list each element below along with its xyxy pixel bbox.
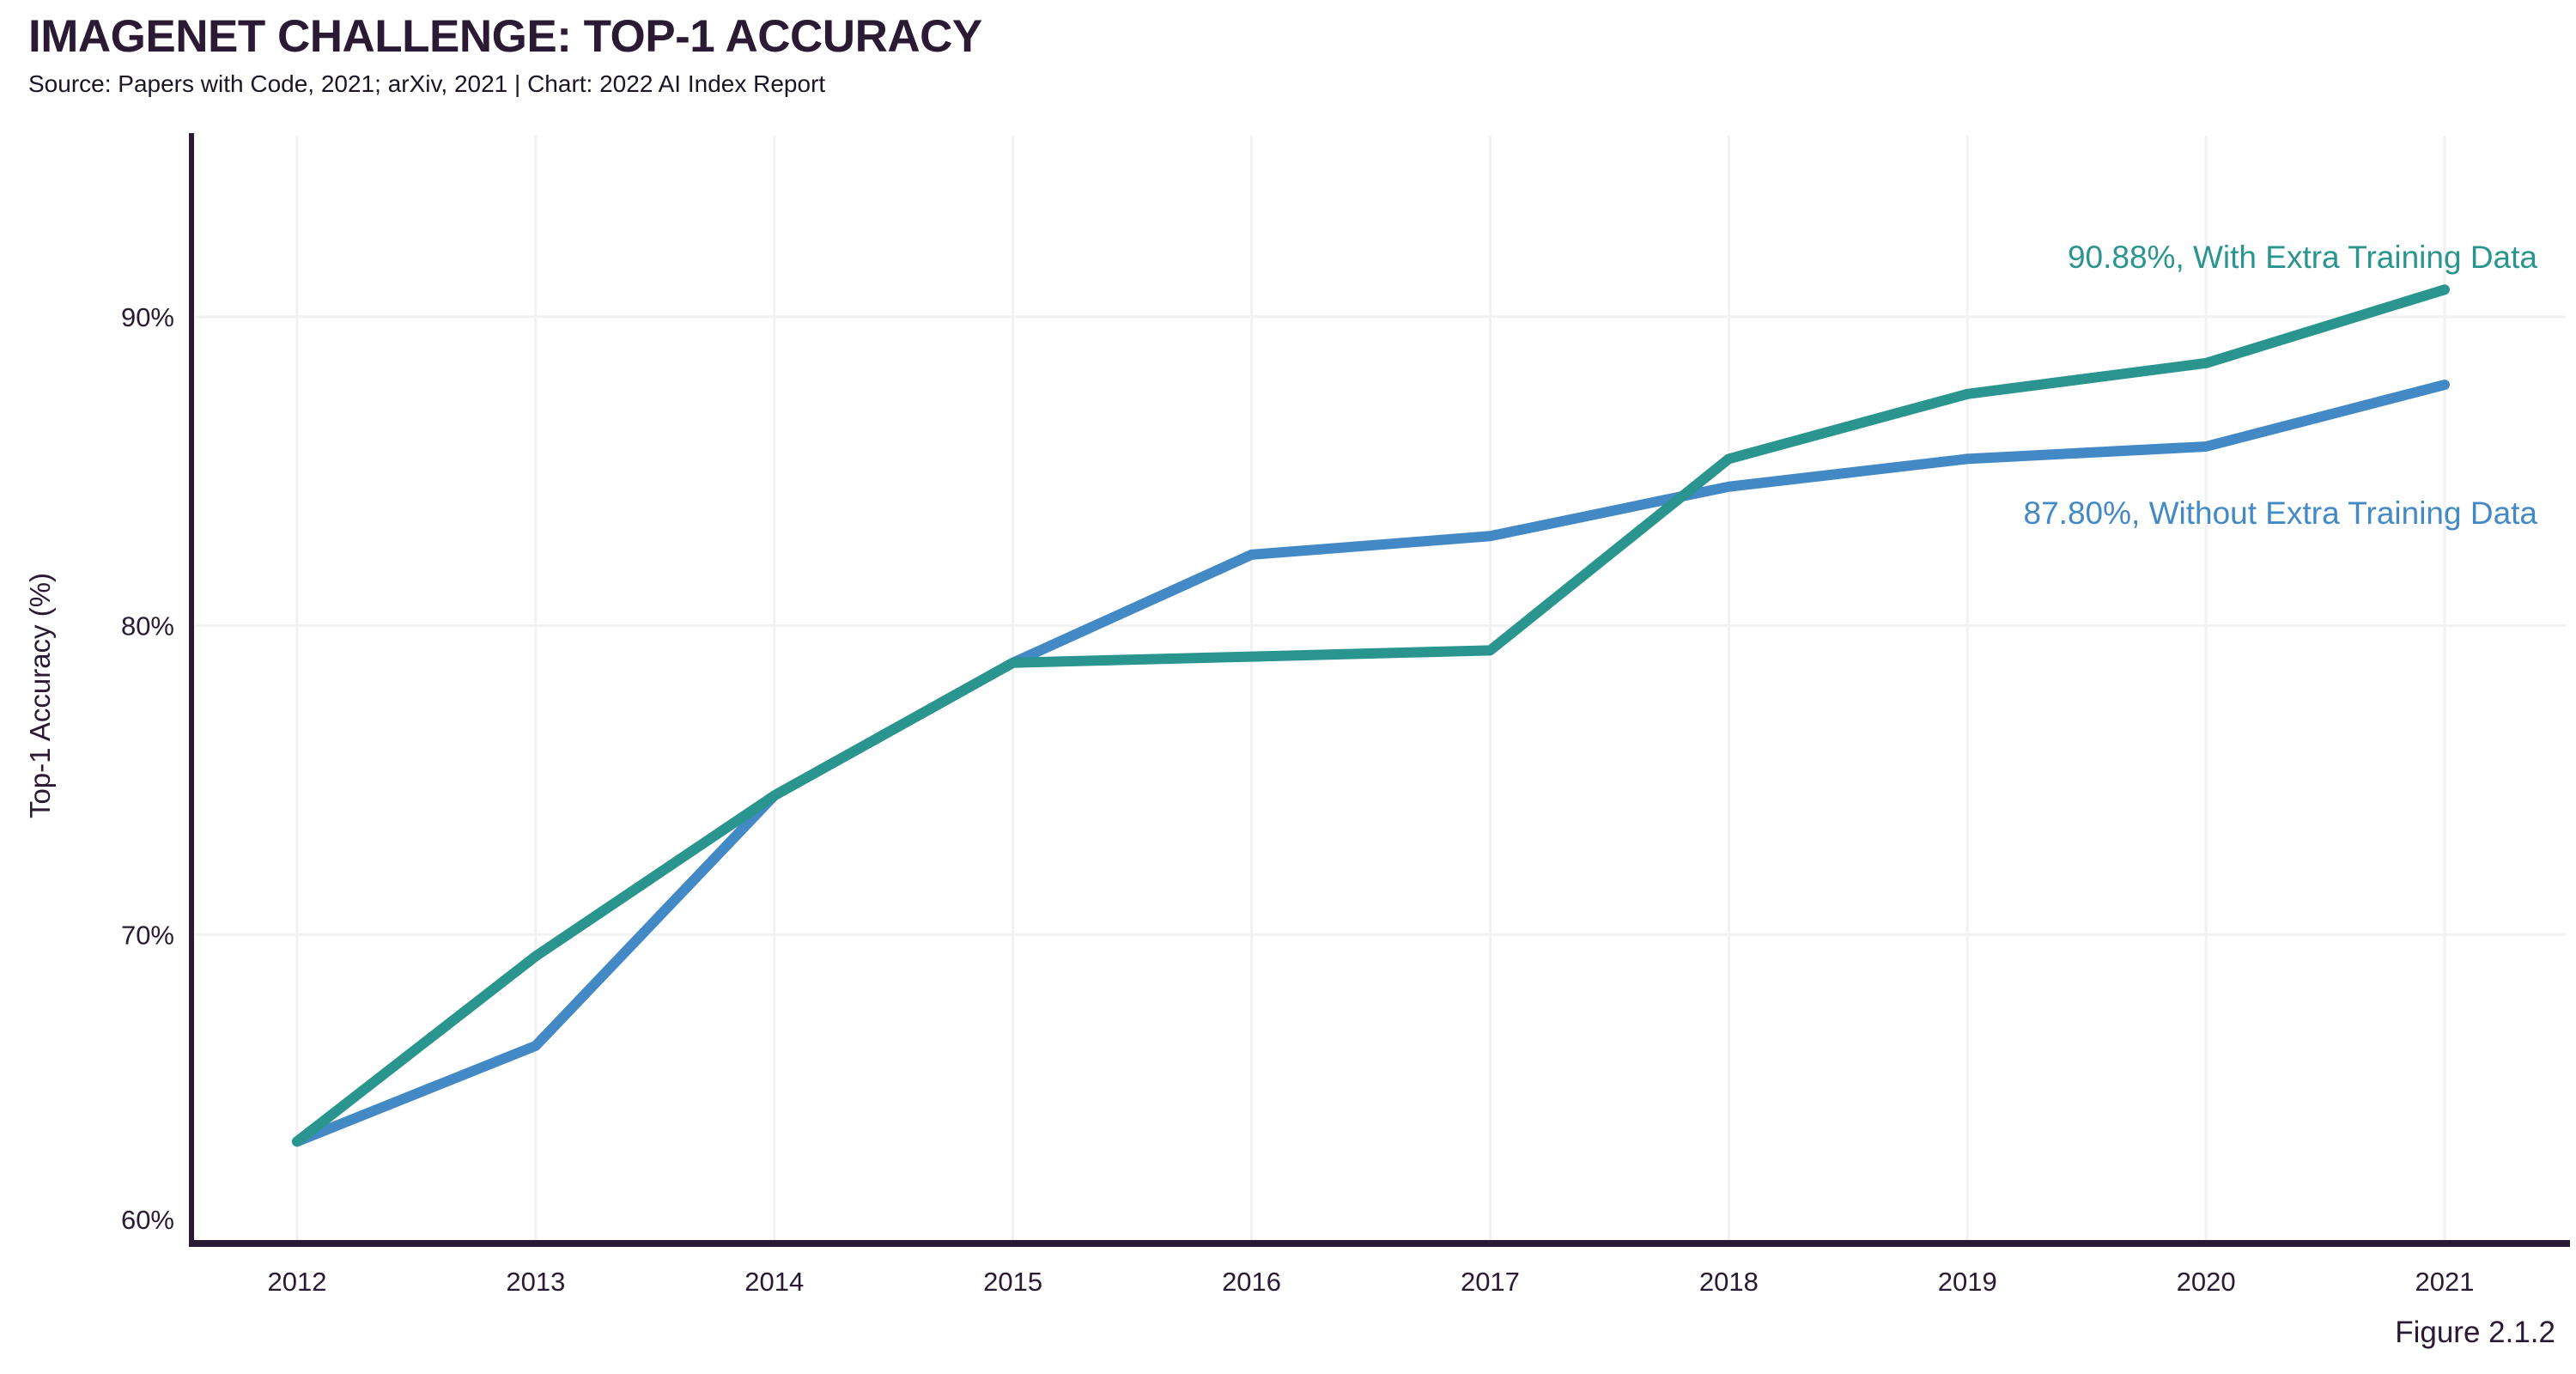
x-tick-label: 2018	[1699, 1267, 1759, 1297]
x-tick-label: 2021	[2415, 1267, 2475, 1297]
x-tick-label: 2015	[983, 1267, 1042, 1297]
x-tick-label: 2019	[1938, 1267, 1997, 1297]
series-line-without-extra-training-data	[292, 380, 2451, 1147]
x-tick-label: 2016	[1222, 1267, 1281, 1297]
y-tick-label: 70%	[121, 920, 174, 950]
y-tick-label: 60%	[121, 1205, 174, 1235]
chart-source-subtitle: Source: Papers with Code, 2021; arXiv, 2…	[28, 70, 826, 98]
x-tick-label: 2017	[1461, 1267, 1520, 1297]
y-axis-title: Top-1 Accuracy (%)	[24, 573, 56, 818]
page-title: IMAGENET CHALLENGE: TOP-1 ACCURACY	[28, 11, 982, 62]
y-tick-label: 90%	[121, 302, 174, 332]
series-annotation-without-extra-training-data: 87.80%, Without Extra Training Data	[2024, 495, 2538, 531]
chart-header: IMAGENET CHALLENGE: TOP-1 ACCURACY Sourc…	[28, 11, 982, 98]
x-tick-label: 2014	[744, 1267, 804, 1297]
series-line-with-extra-training-data	[292, 284, 2451, 1147]
series-annotation-with-extra-training-data: 90.88%, With Extra Training Data	[2068, 240, 2537, 275]
figure-number-label: Figure 2.1.2	[2395, 1316, 2555, 1349]
y-tick-label: 80%	[121, 611, 174, 641]
x-tick-label: 2013	[506, 1267, 565, 1297]
x-tick-label: 2012	[268, 1267, 327, 1297]
x-tick-label: 2020	[2177, 1267, 2236, 1297]
